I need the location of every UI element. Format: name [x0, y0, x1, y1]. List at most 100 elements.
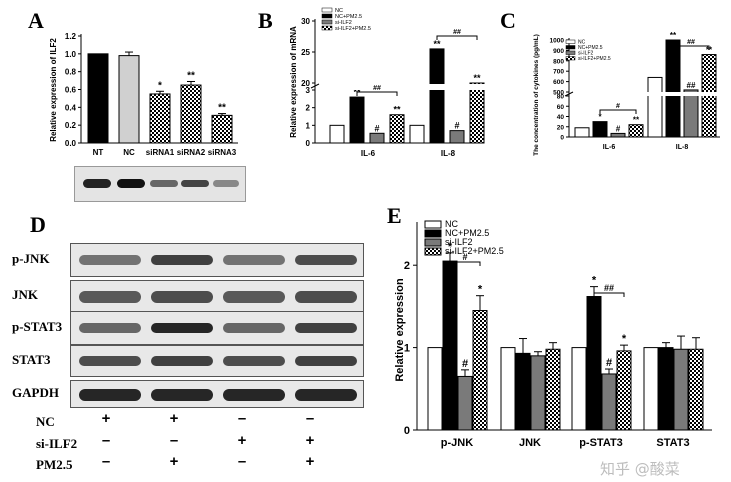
significance-mark: ** [433, 39, 441, 49]
significance-mark: * [598, 113, 602, 122]
bar [369, 132, 385, 144]
bar [427, 347, 443, 431]
y-axis-label: Relative expression of ILF2 [49, 38, 58, 142]
legend-swatch [321, 25, 333, 31]
y-tick-label: 20 [301, 79, 310, 88]
bar [457, 375, 473, 431]
significance-mark: # [606, 357, 612, 369]
y-tick-label: 2 [404, 260, 410, 272]
significance-mark: ** [218, 103, 226, 114]
y-tick-label: 900 [553, 48, 564, 55]
legend-label: si-ILF2+PM2.5 [335, 26, 371, 32]
condition-mark: – [237, 410, 247, 427]
y-tick-label: 1.0 [65, 50, 77, 59]
blot-band [223, 389, 285, 401]
bar [571, 347, 587, 431]
y-tick-label: 60 [557, 104, 565, 111]
y-tick-label: 700 [553, 69, 564, 76]
significance-mark: ** [706, 46, 713, 55]
significance-mark: ## [687, 39, 695, 46]
legend-label: si-ILF2+PM2.5 [578, 56, 611, 62]
bar [601, 373, 617, 431]
y-tick-label: 1 [404, 343, 410, 355]
legend-swatch [321, 7, 333, 13]
significance-mark: * [478, 284, 483, 296]
bar [586, 296, 602, 431]
bar [673, 348, 689, 431]
x-tick-label: JNK [519, 437, 541, 449]
y-tick-label: 0 [404, 425, 410, 437]
bar [500, 347, 516, 431]
legend-swatch [424, 238, 442, 247]
blot-band [295, 323, 357, 333]
blot-strip [70, 380, 364, 408]
y-axis-label: The concentration of cytokines (pg/mL) [533, 34, 540, 156]
y-tick-label: 0 [560, 135, 564, 142]
y-tick-label: 0 [306, 139, 311, 148]
y-tick-label: 0.2 [65, 121, 77, 130]
y-tick-label: 2 [306, 104, 311, 113]
blot-band [151, 356, 213, 366]
significance-mark: ## [604, 283, 614, 293]
condition-mark: – [305, 410, 315, 427]
blot-band [151, 291, 213, 303]
significance-mark: * [448, 241, 453, 253]
condition-mark: + [305, 432, 315, 449]
blot-band [223, 323, 285, 333]
significance-mark: ** [187, 70, 195, 81]
y-tick-label: 0.6 [65, 86, 77, 95]
legend-label: NC+PM2.5 [335, 14, 362, 20]
bar [87, 53, 109, 144]
legend-label: si-ILF2 [335, 20, 352, 26]
condition-mark: + [237, 432, 247, 449]
bar [643, 347, 659, 431]
condition-mark: – [101, 453, 111, 470]
y-tick-label: 600 [553, 79, 564, 86]
axis-break-gap [429, 84, 499, 90]
bar [449, 130, 465, 144]
blot-band [223, 356, 285, 366]
blot-band [79, 255, 141, 265]
bar [592, 121, 608, 138]
significance-bracket [593, 292, 625, 297]
condition-label: NC [36, 414, 55, 429]
y-tick-label: 1 [306, 121, 311, 130]
y-tick-label: 500 [553, 90, 564, 97]
legend-label: NC [445, 219, 458, 229]
significance-mark: ** [633, 116, 640, 125]
condition-mark: – [169, 432, 179, 449]
bar [616, 350, 632, 431]
blot-band [295, 291, 357, 303]
axis-break-gap [349, 84, 419, 90]
y-tick-label: 30 [301, 17, 310, 26]
bar [610, 132, 626, 138]
legend-swatch [321, 19, 333, 25]
legend-label: si-ILF2+PM2.5 [445, 246, 504, 256]
bar [665, 39, 681, 138]
y-tick-label: 0.8 [65, 68, 77, 77]
legend-swatch [565, 45, 576, 50]
axis-break [310, 83, 320, 89]
significance-mark: ** [393, 105, 401, 115]
condition-mark: + [169, 453, 179, 470]
blot-band [295, 255, 357, 265]
blot-band [79, 323, 141, 333]
y-axis-label: Relative expression [394, 278, 406, 382]
bar [530, 355, 546, 431]
watermark: 知乎 @酸菜 [600, 460, 680, 478]
x-tick-label: p-STAT3 [579, 437, 623, 449]
significance-mark: ** [670, 31, 677, 40]
blot-band [181, 180, 209, 187]
condition-label: si-ILF2 [36, 436, 78, 451]
bar [442, 260, 458, 431]
legend-swatch [424, 229, 442, 238]
y-tick-label: 20 [557, 124, 565, 131]
bar [628, 124, 644, 138]
x-tick-label: siRNA2 [177, 148, 206, 157]
legend-swatch [565, 56, 576, 61]
y-tick-label: 80 [557, 94, 565, 101]
condition-mark: – [101, 432, 111, 449]
significance-mark: # [616, 124, 621, 133]
condition-mark: – [237, 453, 247, 470]
